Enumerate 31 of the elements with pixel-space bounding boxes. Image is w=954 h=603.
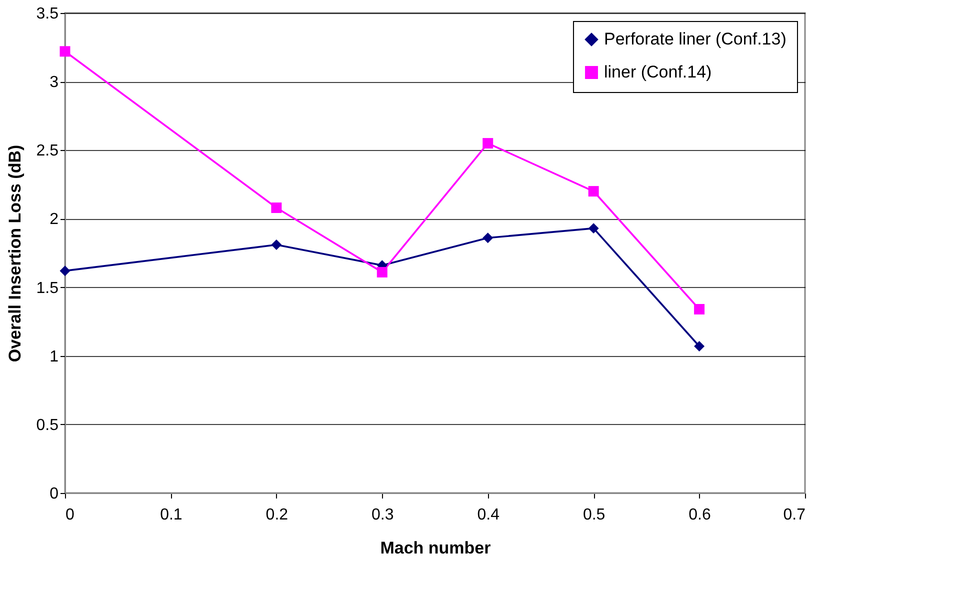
- y-axis-title: Overall Insertion Loss (dB): [5, 144, 24, 362]
- y-tick-label: 3.5: [36, 6, 59, 22]
- x-axis-title: Mach number: [380, 538, 492, 558]
- point: [271, 202, 282, 213]
- y-tick-label: 0.5: [36, 416, 59, 434]
- y-tick-label: 2: [50, 211, 59, 228]
- x-tick-label: 0.2: [266, 506, 288, 524]
- point: [482, 232, 494, 244]
- legend-label: liner (Conf.14): [604, 62, 712, 82]
- x-tick-label: 0.4: [477, 506, 500, 524]
- x-tick-label: 0.6: [688, 506, 712, 524]
- point: [60, 266, 70, 276]
- point: [271, 240, 282, 250]
- y-tick-label: 1.5: [36, 280, 59, 297]
- x-tick-label: 0.1: [160, 506, 182, 524]
- point: [376, 266, 388, 278]
- point: [588, 223, 599, 234]
- point: [482, 138, 494, 149]
- y-tick-label: 3: [50, 74, 59, 92]
- point: [694, 341, 705, 352]
- x-tick-label: 0.3: [372, 506, 394, 524]
- x-tick-label: 0: [66, 506, 74, 524]
- y-tick-label: 1: [50, 348, 59, 366]
- point: [694, 304, 705, 314]
- x-tick-label: 0.7: [783, 506, 806, 524]
- point: [60, 46, 70, 57]
- point: [588, 186, 599, 197]
- y-tick-label: 0: [50, 486, 59, 502]
- x-tick-label: 0.5: [582, 506, 606, 524]
- y-tick-label: 2.5: [36, 142, 59, 160]
- legend-label: Perforate liner (Conf.13): [604, 30, 786, 48]
